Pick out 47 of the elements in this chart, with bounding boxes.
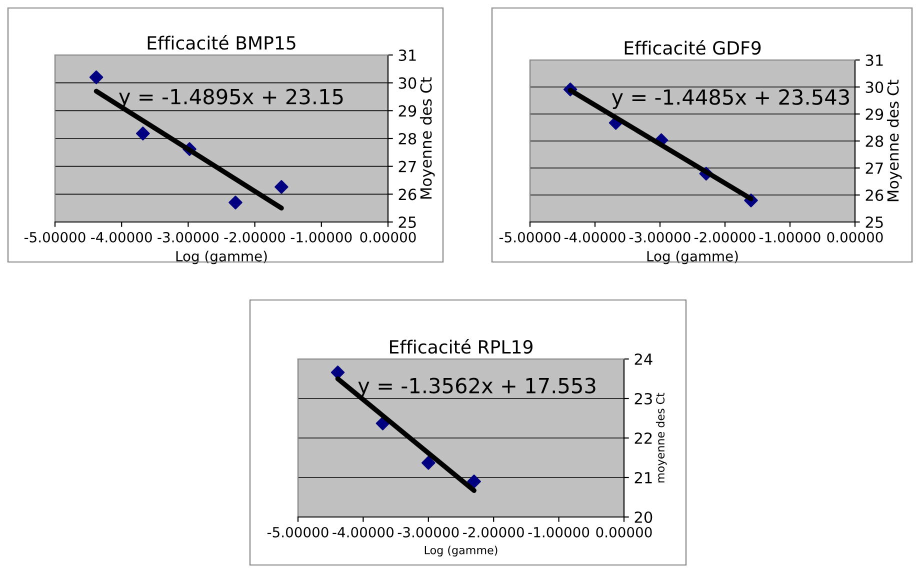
chart-title: Efficacité RPL19 [390,339,532,354]
y-axis-title: moyenne des Ct [656,392,667,482]
y-tick-label: 27 [866,162,883,174]
y-tick-label: 25 [866,216,883,228]
x-tick-label: -1.00000 [528,526,590,538]
x-axis-title: Log (gamme) [647,250,738,264]
x-tick-label: -4.00000 [332,526,394,538]
x-tick-label: -1.00000 [290,232,352,242]
x-tick-label: 0.00000 [596,526,652,538]
x-tick-label: -4.00000 [564,232,626,242]
y-tick-label: 27 [398,160,416,172]
x-tick-label: -2.00000 [224,232,286,242]
chart-title: Efficacité BMP15 [148,35,296,50]
x-tick-label: -5.00000 [267,526,328,538]
x-tick-label: -2.00000 [463,526,524,538]
y-tick-label: 25 [398,216,416,228]
x-axis-title: Log (gamme) [176,250,267,264]
y-tick-label: 22 [634,432,652,444]
y-tick-label: 24 [634,353,652,365]
x-tick-label: 0.00000 [360,232,416,242]
y-tick-label: 20 [634,511,652,524]
y-tick-label: 28 [866,135,884,148]
y-tick-label: 21 [634,472,652,484]
y-axis-title: Moyenne des Ct [420,77,435,199]
y-tick-label: 30 [866,81,884,94]
chart-title: Efficacité GDF9 [624,40,761,55]
y-tick-label: 26 [398,188,416,200]
x-tick-label: -3.00000 [398,526,459,538]
y-tick-label: 29 [398,105,416,117]
y-tick-label: 31 [866,54,883,66]
x-axis-title: Log (gamme) [424,546,498,556]
y-tick-label: 28 [398,132,416,145]
x-tick-label: -2.00000 [694,232,756,242]
x-tick-label: -4.00000 [91,232,152,242]
x-tick-label: -1.00000 [759,232,820,242]
y-tick-label: 23 [634,392,652,405]
x-tick-label: -5.00000 [24,232,86,242]
x-tick-label: 0.00000 [827,232,883,242]
x-tick-label: -5.00000 [499,232,560,242]
y-tick-label: 26 [866,189,884,202]
x-tick-label: -3.00000 [158,232,218,242]
y-axis-title: Moyenne des Ct [886,80,902,202]
y-tick-label: 31 [398,49,416,62]
y-tick-label: 30 [398,77,416,89]
y-tick-label: 29 [866,108,884,120]
annotation: y = -1.4485x + 23.543 [612,89,849,109]
x-tick-label: -3.00000 [629,232,690,242]
